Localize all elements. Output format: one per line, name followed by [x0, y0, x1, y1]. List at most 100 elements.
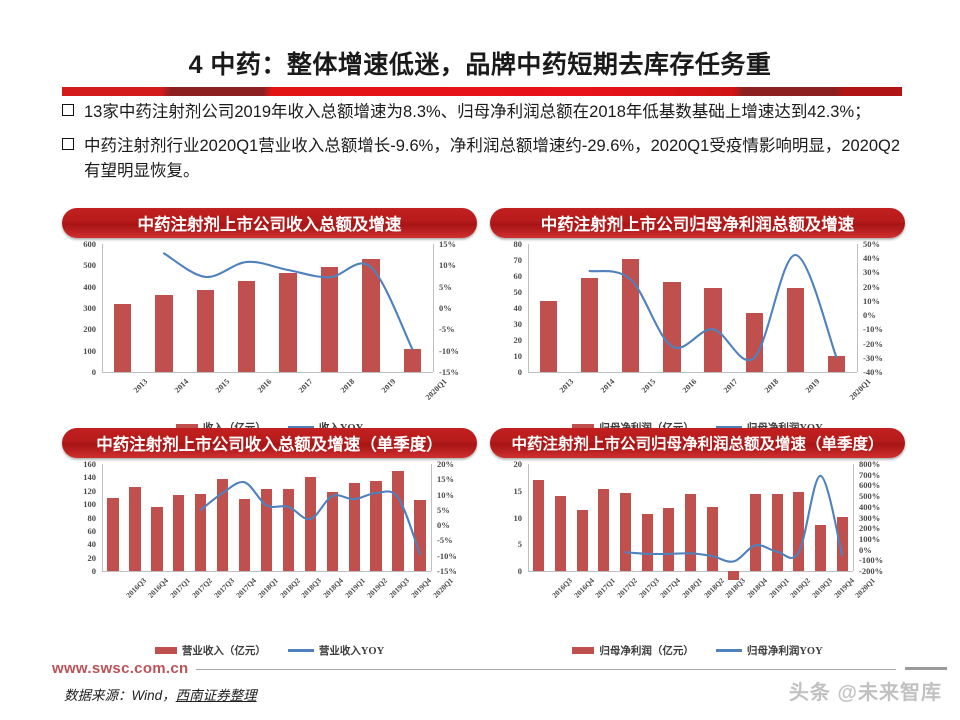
y2-axis-tick-label: -5% — [437, 535, 453, 546]
y-axis-tick-label: 600 — [83, 239, 96, 249]
bar — [279, 273, 297, 372]
y2-axis-tick-label: 700% — [859, 469, 881, 480]
bar — [238, 280, 256, 372]
bar — [749, 493, 762, 571]
footer-divider-end — [905, 667, 947, 670]
y-axis-tick-label: 0 — [91, 566, 96, 576]
y-axis-tick-label: 160 — [83, 459, 96, 469]
x-axis-tick-label: 2019Q2 — [365, 576, 390, 600]
y2-axis-tick-label: -15% — [439, 367, 459, 377]
x-axis-tick-label: 2019Q4 — [831, 576, 856, 600]
y-axis-tick-label: 120 — [83, 485, 96, 496]
bullet-text: 13家中药注射剂公司2019年收入总额增速为8.3%、归母净利润总额在2018年… — [84, 103, 871, 121]
bar — [403, 348, 421, 372]
y-axis-tick-label: 10 — [513, 512, 523, 523]
legend-bar-swatch — [572, 647, 595, 654]
chart-plot-area: 160 140 120 100 80 60 40 20 0 20% 15% 10% 5% 0% -5% -10… — [62, 458, 477, 633]
y-axis-tick-label: 40 — [513, 303, 523, 313]
y2-axis-tick-label: -20% — [863, 338, 883, 349]
x-axis-tick-label: 2018Q4 — [321, 576, 346, 600]
y-axis-tick-label: 20 — [87, 552, 97, 563]
y2-axis-tick-label: 500% — [859, 491, 881, 502]
x-axis-tick-label: 2020Q1 — [848, 377, 874, 402]
x-axis-tick-label: 2016Q3 — [124, 576, 148, 600]
y2-axis-tick-label: 5% — [437, 504, 450, 515]
list-item: 中药注射剂行业2020Q1营业收入总额增长-9.6%，净利润总额增速约-29.6… — [62, 134, 907, 184]
bar — [370, 480, 382, 571]
y2-axis-tick-label: -40% — [863, 367, 883, 377]
bar — [113, 304, 132, 372]
bar — [622, 258, 640, 372]
bar — [663, 282, 681, 372]
bar — [238, 499, 251, 571]
y-axis-tick-label: 40 — [87, 539, 97, 550]
bar — [151, 507, 163, 571]
bullet-list: 13家中药注射剂公司2019年收入总额增速为8.3%、归母净利润总额在2018年… — [62, 100, 907, 193]
bar — [704, 287, 722, 372]
y2-axis-tick-label: 20% — [437, 459, 454, 469]
y-axis-tick-label: 5 — [517, 539, 522, 550]
bar — [326, 492, 338, 571]
x-axis-line — [102, 571, 431, 572]
x-axis-tick-label: 2019Q3 — [810, 576, 834, 600]
legend-bar-swatch — [175, 424, 198, 431]
x-axis-tick-label: 2017Q3 — [636, 576, 661, 600]
bullet-text: 中药注射剂行业2020Q1营业收入总额增长-9.6%，净利润总额增速约-29.6… — [84, 137, 901, 180]
x-axis-tick-label: 2017 — [721, 377, 740, 395]
bar — [282, 489, 295, 571]
chart-title-banner: 中药注射剂上市公司归母净利润总额及增速 — [490, 208, 905, 238]
x-axis-tick-label: 2018Q2 — [277, 576, 302, 600]
y-axis-tick-label: 100 — [83, 345, 96, 356]
x-axis-tick-label: 2020Q1 — [431, 576, 455, 600]
title-divider — [62, 87, 902, 96]
legend-label: 归母净利润（亿元） — [599, 646, 694, 657]
y-axis-line — [102, 244, 103, 372]
bar — [663, 508, 675, 571]
y2-axis-tick-label: 0% — [437, 520, 450, 531]
x-axis-tick-label: 2019 — [379, 377, 398, 395]
x-axis-line — [528, 372, 857, 373]
y2-axis-tick-label: 400% — [859, 501, 881, 512]
bar — [581, 278, 599, 372]
data-source-prefix: 数据来源：Wind， — [64, 688, 176, 703]
data-source-note: 数据来源：Wind，西南证券整理 — [64, 684, 257, 704]
y-axis-tick-label: 300 — [83, 303, 96, 313]
x-axis-tick-label: 2017Q2 — [615, 576, 639, 600]
y-axis-tick-label: 200 — [83, 324, 96, 335]
x-axis-tick-label: 2017Q4 — [658, 576, 683, 600]
y-axis-tick-label: 60 — [513, 271, 523, 281]
x-axis-line — [102, 372, 433, 373]
x-axis-tick-label: 2019Q1 — [766, 576, 791, 600]
chart-title-banner: 中药注射剂上市公司收入总额及增速 — [62, 208, 477, 238]
y2-axis-tick-label: 0% — [863, 310, 876, 321]
legend-item: 营业收入YOY — [287, 643, 384, 658]
bar — [827, 356, 846, 372]
x-axis-tick-label: 2019 — [803, 377, 822, 395]
y-axis-tick-label: 100 — [83, 499, 96, 510]
y2-axis-tick-label: 40% — [863, 253, 880, 264]
y2-axis-tick-label: 0% — [859, 544, 872, 555]
y2-axis-tick-label: -10% — [863, 324, 883, 335]
legend-bar-swatch — [572, 424, 595, 431]
y2-axis-tick-label: 100% — [859, 533, 881, 544]
y2-axis-tick-label: 5% — [439, 281, 452, 292]
y2-axis-tick-label: 10% — [863, 295, 880, 306]
y-axis-tick-label: 80 — [513, 239, 523, 249]
bar — [194, 494, 207, 571]
y-axis-tick-label: 500 — [83, 260, 96, 271]
y-axis-tick-label: 15 — [513, 485, 523, 496]
x-axis-tick-label: 2015 — [214, 377, 232, 395]
y2-axis-tick-label: 300% — [859, 512, 881, 523]
x-axis-tick-label: 2013 — [557, 377, 575, 395]
y2-axis-tick-label: 30% — [863, 267, 880, 278]
y2-axis-line — [853, 464, 854, 571]
bar — [745, 313, 763, 372]
x-axis-tick-label: 2017Q1 — [593, 576, 618, 600]
bar — [348, 483, 360, 571]
bar — [196, 289, 215, 372]
bar — [362, 258, 380, 372]
bullet-square-icon — [62, 100, 84, 125]
page-title: 4 中药：整体增速低迷，品牌中药短期去库存任务重 — [188, 51, 772, 79]
bar — [392, 471, 404, 571]
x-axis-tick-label: 2016Q4 — [571, 576, 596, 600]
